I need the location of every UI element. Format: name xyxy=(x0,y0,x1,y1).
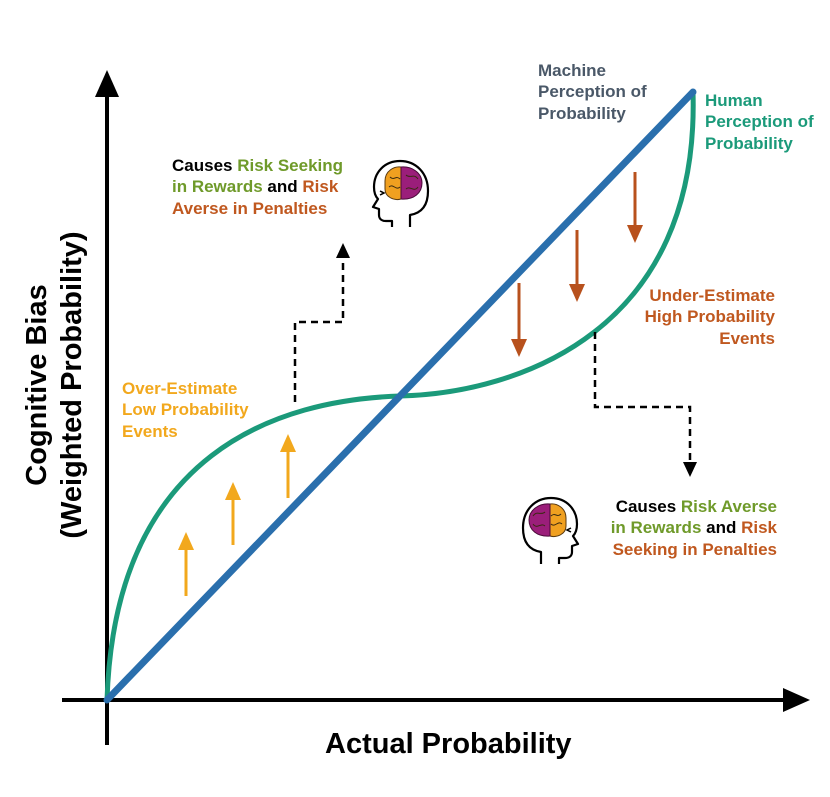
y-axis xyxy=(95,70,119,745)
risk-averse-note: Causes Risk Averse in Rewards and Risk S… xyxy=(610,497,777,559)
machine-perception-label: Machine Perception of Probability xyxy=(538,61,647,123)
overestimate-arrows xyxy=(178,434,296,596)
y-axis-title-line1: Cognitive Bias xyxy=(21,284,54,486)
x-axis-title: Actual Probability xyxy=(325,728,572,760)
x-axis xyxy=(62,688,810,712)
dashed-connector-bottom xyxy=(593,332,697,477)
brain-head-icon xyxy=(371,159,430,227)
risk-seeking-note: Causes Risk Seeking in Rewards and Risk … xyxy=(172,156,344,218)
human-perception-label: Human Perception of Probability xyxy=(705,91,814,153)
dashed-connector-top xyxy=(293,243,350,402)
machine-perception-line xyxy=(103,88,697,704)
overestimate-label: Over-Estimate Low Probability Events xyxy=(122,379,249,441)
y-axis-title-line2: (Weighted Probability) xyxy=(56,231,88,539)
underestimate-arrows xyxy=(511,172,643,357)
brain-head-icon xyxy=(521,496,580,564)
underestimate-label: Under-Estimate High Probability Events xyxy=(644,286,775,348)
y-axis-title: Cognitive Bias (Weighted Probability) xyxy=(20,175,90,595)
